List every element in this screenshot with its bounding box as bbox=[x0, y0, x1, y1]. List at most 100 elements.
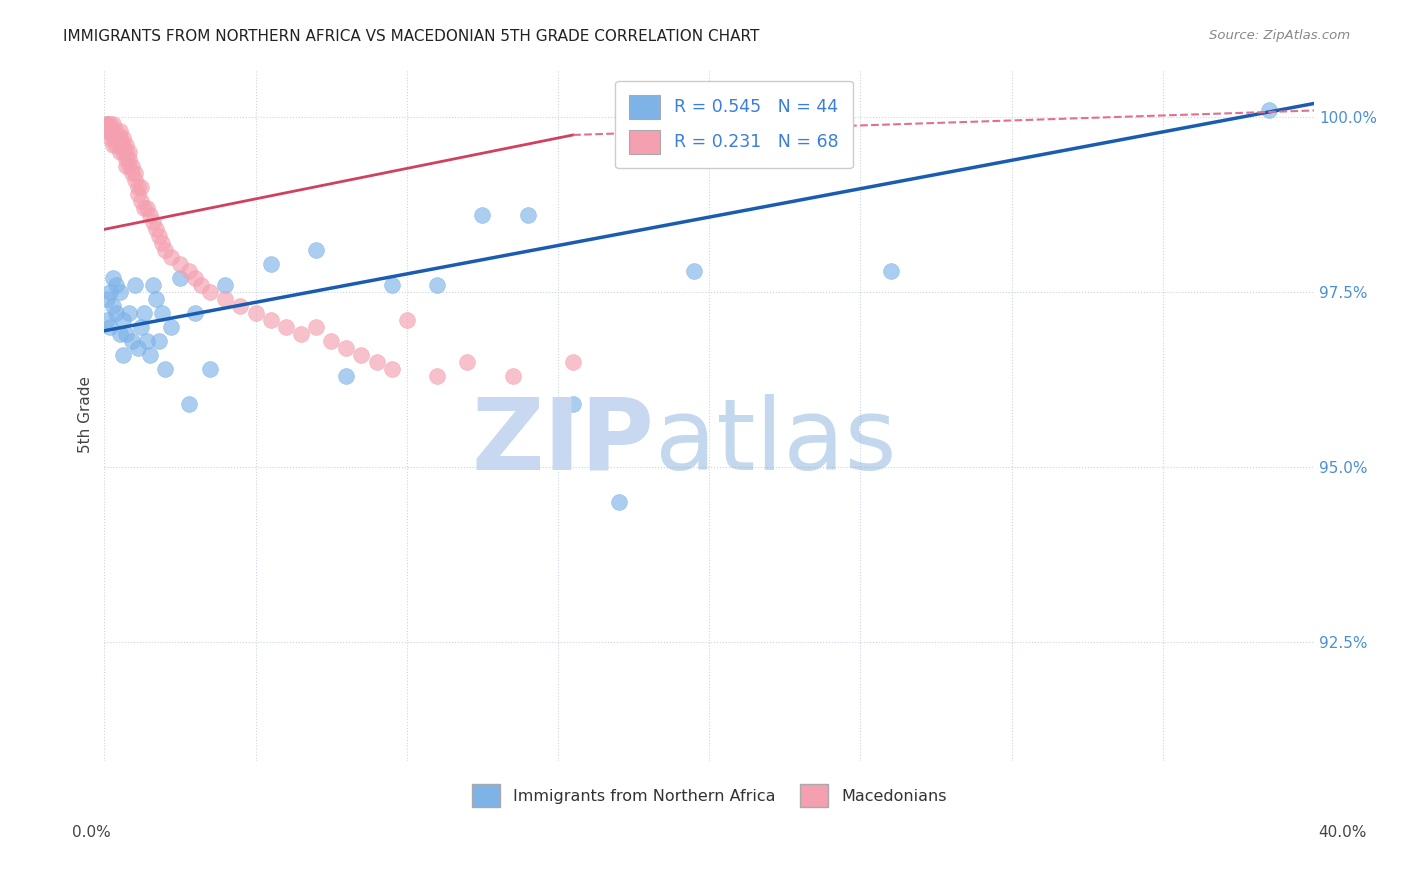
Point bbox=[321, 334, 343, 349]
Point bbox=[426, 278, 449, 293]
Text: 40.0%: 40.0% bbox=[1319, 825, 1367, 840]
Point bbox=[260, 257, 283, 271]
Point bbox=[100, 124, 122, 138]
Point bbox=[200, 362, 222, 376]
Text: IMMIGRANTS FROM NORTHERN AFRICA VS MACEDONIAN 5TH GRADE CORRELATION CHART: IMMIGRANTS FROM NORTHERN AFRICA VS MACED… bbox=[63, 29, 759, 44]
Point bbox=[381, 362, 404, 376]
Point bbox=[200, 285, 222, 300]
Point bbox=[132, 202, 155, 216]
Point bbox=[96, 118, 118, 132]
Point bbox=[129, 320, 152, 334]
Point bbox=[127, 180, 149, 194]
Point bbox=[111, 145, 134, 160]
Point bbox=[879, 264, 901, 278]
Point bbox=[100, 131, 122, 145]
Point bbox=[145, 222, 167, 236]
Point bbox=[127, 187, 149, 202]
Point bbox=[607, 495, 630, 509]
Point bbox=[142, 278, 165, 293]
Point bbox=[456, 355, 478, 369]
Point bbox=[153, 362, 176, 376]
Point bbox=[139, 348, 162, 362]
Point bbox=[502, 369, 524, 384]
Point bbox=[121, 166, 143, 180]
Legend: Immigrants from Northern Africa, Macedonians: Immigrants from Northern Africa, Macedon… bbox=[464, 776, 955, 815]
Point bbox=[121, 334, 143, 349]
Point bbox=[381, 278, 404, 293]
Point bbox=[683, 264, 706, 278]
Point bbox=[117, 153, 139, 167]
Point bbox=[111, 348, 134, 362]
Point bbox=[129, 194, 152, 209]
Point bbox=[105, 124, 128, 138]
Point bbox=[114, 327, 136, 342]
Text: Source: ZipAtlas.com: Source: ZipAtlas.com bbox=[1209, 29, 1350, 42]
Point bbox=[214, 292, 236, 306]
Point bbox=[562, 355, 585, 369]
Point bbox=[335, 341, 357, 355]
Point bbox=[124, 166, 146, 180]
Point bbox=[132, 306, 155, 320]
Point bbox=[108, 138, 131, 153]
Point bbox=[108, 131, 131, 145]
Text: ZIP: ZIP bbox=[472, 393, 655, 491]
Point bbox=[305, 244, 328, 258]
Point bbox=[100, 118, 122, 132]
Point bbox=[562, 397, 585, 411]
Point bbox=[1257, 103, 1279, 118]
Point bbox=[148, 334, 170, 349]
Point bbox=[114, 160, 136, 174]
Point bbox=[103, 131, 125, 145]
Point bbox=[103, 124, 125, 138]
Point bbox=[108, 285, 131, 300]
Point bbox=[135, 202, 157, 216]
Point bbox=[177, 264, 200, 278]
Point bbox=[105, 306, 128, 320]
Point bbox=[516, 208, 538, 222]
Point bbox=[114, 153, 136, 167]
Point bbox=[366, 355, 388, 369]
Point bbox=[121, 160, 143, 174]
Point bbox=[214, 278, 236, 293]
Point bbox=[100, 285, 122, 300]
Point bbox=[96, 313, 118, 327]
Point bbox=[184, 306, 207, 320]
Point bbox=[169, 257, 191, 271]
Point bbox=[190, 278, 212, 293]
Point bbox=[108, 327, 131, 342]
Point bbox=[160, 250, 183, 264]
Point bbox=[426, 369, 449, 384]
Point bbox=[111, 313, 134, 327]
Point bbox=[177, 397, 200, 411]
Point bbox=[96, 124, 118, 138]
Point bbox=[395, 313, 418, 327]
Point bbox=[335, 369, 357, 384]
Point bbox=[117, 160, 139, 174]
Point bbox=[111, 138, 134, 153]
Point bbox=[103, 299, 125, 313]
Point bbox=[274, 320, 297, 334]
Point bbox=[148, 229, 170, 244]
Point bbox=[184, 271, 207, 285]
Point bbox=[160, 320, 183, 334]
Point bbox=[117, 306, 139, 320]
Point bbox=[153, 244, 176, 258]
Point bbox=[169, 271, 191, 285]
Point bbox=[103, 118, 125, 132]
Point bbox=[229, 299, 252, 313]
Point bbox=[150, 236, 173, 251]
Point bbox=[96, 292, 118, 306]
Point bbox=[96, 118, 118, 132]
Text: 0.0%: 0.0% bbox=[72, 825, 111, 840]
Text: atlas: atlas bbox=[655, 393, 897, 491]
Point bbox=[108, 124, 131, 138]
Point bbox=[105, 278, 128, 293]
Point bbox=[145, 292, 167, 306]
Point bbox=[135, 334, 157, 349]
Point bbox=[142, 215, 165, 229]
Point bbox=[100, 124, 122, 138]
Point bbox=[100, 320, 122, 334]
Point bbox=[105, 131, 128, 145]
Point bbox=[139, 208, 162, 222]
Y-axis label: 5th Grade: 5th Grade bbox=[79, 376, 93, 453]
